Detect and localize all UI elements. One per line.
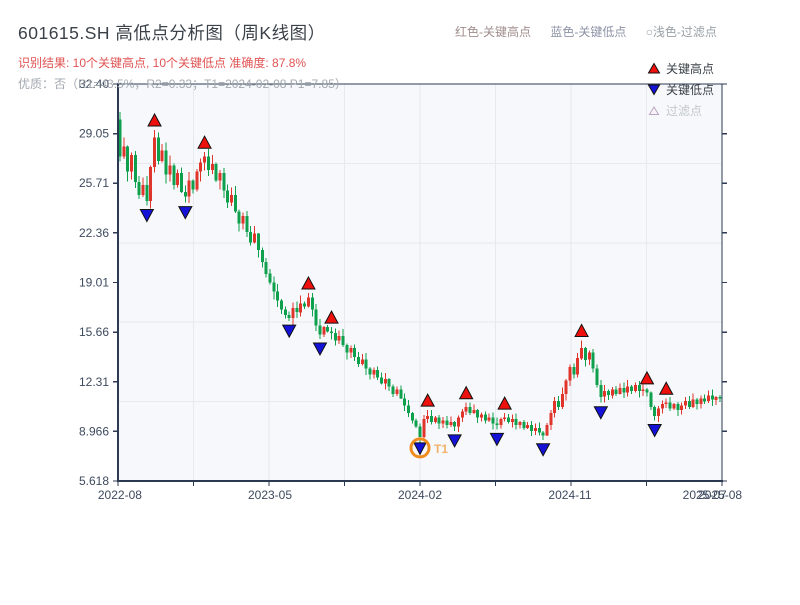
hollow-triangle-icon — [648, 106, 660, 115]
key-high-marker[interactable] — [658, 381, 674, 395]
blue-down-triangle-icon — [647, 84, 661, 96]
x-axis-label: 2025-08 — [698, 488, 742, 502]
axes — [113, 83, 727, 486]
t1-circle — [409, 437, 431, 459]
svg-text:关键高点: 关键高点 — [666, 61, 714, 76]
key-low-marker[interactable] — [489, 432, 505, 447]
key-low-marker[interactable] — [281, 324, 297, 339]
subtitle-quality: 优质：否（R1=43.5%，R2=0.33；T1=2024-02-08 P1=7… — [18, 77, 347, 91]
svg-text:过滤点: 过滤点 — [666, 104, 702, 118]
key-high-marker[interactable] — [574, 323, 589, 337]
key-high-marker[interactable] — [497, 396, 512, 410]
key-high-marker[interactable] — [147, 112, 162, 127]
key-low-marker[interactable] — [647, 423, 663, 438]
key-low-marker[interactable] — [447, 434, 462, 448]
y-axis-label: 12.31 — [79, 375, 109, 389]
color-legend-note: 红色-关键高点 蓝色-关键低点 ○浅色-过滤点 — [455, 23, 733, 40]
key-low-marker[interactable] — [535, 443, 551, 457]
y-axis-label: 29.05 — [79, 127, 109, 141]
gridlines — [118, 84, 722, 481]
t1-label: T1 — [434, 442, 448, 456]
y-axis-label: 5.618 — [79, 474, 109, 488]
x-axis-label: 2025-07 — [683, 488, 727, 502]
key-high-marker[interactable] — [301, 275, 316, 290]
candles — [118, 112, 722, 448]
red-up-triangle-icon — [647, 62, 661, 74]
key-high-marker[interactable] — [324, 310, 339, 324]
y-axis-label: 32.40 — [79, 77, 109, 91]
y-axis-label: 15.66 — [79, 325, 109, 339]
key-high-marker[interactable] — [197, 135, 212, 149]
t1-low-marker[interactable] — [413, 442, 427, 456]
x-axis-label: 2023-05 — [248, 488, 292, 502]
y-axis-label: 8.966 — [79, 424, 109, 438]
key-low-marker[interactable] — [593, 406, 609, 420]
subtitle-result: 识别结果: 10个关键高点, 10个关键低点 准确度: 87.8% — [18, 56, 307, 70]
legend-item-filtered[interactable]: 过滤点 — [648, 104, 703, 118]
note-key-high: 红色-关键高点 — [455, 25, 531, 39]
y-axis-label: 25.71 — [79, 176, 109, 190]
key-low-marker[interactable] — [312, 342, 328, 357]
key-low-marker[interactable] — [139, 209, 155, 223]
note-key-low: 蓝色-关键低点 — [550, 25, 627, 39]
key-high-marker[interactable] — [458, 385, 474, 400]
x-axis-label: 2022-08 — [98, 488, 142, 502]
y-axis-label: 22.36 — [79, 226, 109, 240]
legend-item-key-low[interactable]: 关键低点 — [647, 83, 715, 97]
key-low-marker[interactable] — [177, 206, 193, 220]
y-axis-label: 19.01 — [79, 276, 109, 290]
key-high-marker[interactable] — [639, 370, 655, 385]
svg-text:关键低点: 关键低点 — [666, 83, 714, 97]
note-filtered: ○浅色-过滤点 — [645, 25, 717, 39]
x-axis-label: 2024-11 — [548, 488, 591, 502]
x-axis-label: 2024-02 — [398, 488, 442, 502]
legend-item-key-high[interactable]: 关键高点 — [647, 61, 715, 76]
page-title: 601615.SH 高低点分析图（周K线图） — [18, 23, 326, 43]
key-high-marker[interactable] — [420, 393, 436, 407]
header: 601615.SH 高低点分析图（周K线图） 识别结果: 10个关键高点, 10… — [18, 20, 347, 92]
